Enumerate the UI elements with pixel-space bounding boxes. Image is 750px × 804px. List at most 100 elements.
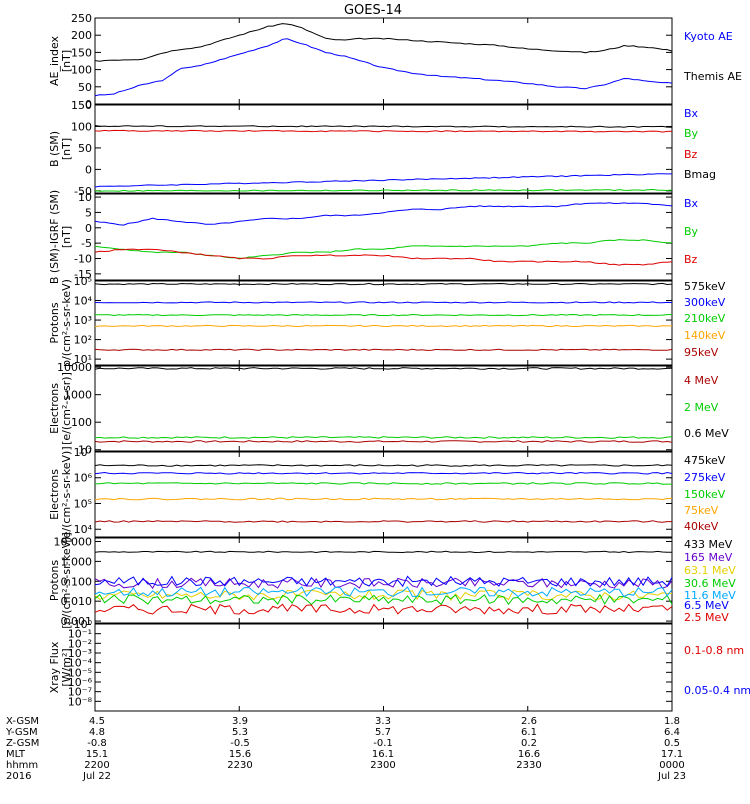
y-tick-label: 10⁻⁸ (68, 695, 93, 708)
x-axis-value: 17.1 (661, 749, 683, 760)
y-tick-label: -10 (74, 253, 92, 266)
x-axis-value: 4.8 (89, 727, 105, 738)
y-tick-label: 10000 (57, 361, 92, 374)
x-axis-value: 5.7 (375, 727, 391, 738)
y-tick-label: 10⁻⁵ (68, 666, 92, 679)
legend-entry: 40keV (684, 520, 719, 533)
panel-frame (94, 17, 673, 105)
x-axis-value: 0.2 (521, 738, 537, 749)
y-tick-label: 0 (85, 163, 92, 176)
y-axis-label-line: Protons (48, 302, 61, 343)
y-tick-label: 10.000 (54, 536, 93, 549)
y-axis-label-line: Electrons (48, 469, 61, 520)
x-axis-value: 15.6 (229, 749, 251, 760)
panel-bigrf: -15 -10 -5 0 5 10 B (SM)-IGRF (SM)[nT] Bx By Bz (48, 190, 699, 284)
series-line-bx (94, 173, 672, 188)
y-axis-label-line: [p/(cm²-s-sr-keV)] (60, 532, 73, 629)
y-tick-label: 10⁻⁴ (68, 657, 93, 670)
x-axis-value: 0000 (659, 760, 684, 771)
x-axis-value: -0.8 (87, 738, 107, 749)
series-line-275kev (94, 471, 673, 475)
x-axis-row-label: Z-GSM (6, 738, 39, 749)
x-axis-row-label: Y-GSM (5, 727, 38, 738)
panel-ae: 0 50 100 150 200 250 AE_index[nT] Kyoto AE Themi… (48, 12, 742, 111)
legend-entry: 4 MeV (684, 374, 719, 387)
legend-entry: Bx (684, 197, 699, 210)
y-tick-label: 250 (71, 12, 92, 25)
series-line-by (94, 188, 673, 192)
x-axis-value: 15.1 (86, 749, 108, 760)
legend-entry: 140keV (684, 329, 726, 342)
x-axis-value: -0.5 (230, 738, 250, 749)
y-tick-label: 5 (85, 206, 92, 219)
series-line-2-mev (94, 436, 673, 439)
y-axis-label-line: B (SM) (48, 131, 61, 167)
legend-entry: 475keV (684, 454, 726, 467)
legend-entry: Bmag (684, 168, 716, 181)
legend-entry: 75keV (684, 504, 719, 517)
y-tick-label: 200 (71, 29, 92, 42)
y-tick-label: 0.001 (61, 615, 93, 628)
y-axis-label-line: Xray Flux (48, 641, 61, 693)
legend-entry: By (684, 225, 699, 238)
y-tick-label: 10 (78, 191, 92, 204)
x-axis-value: 16.1 (372, 749, 394, 760)
panel-frame (94, 623, 673, 712)
panel-frame (94, 104, 673, 194)
y-tick-label: -5 (81, 237, 92, 250)
legend-entry: 300keV (684, 296, 726, 309)
y-axis-label-line: AE_index (48, 35, 61, 86)
x-axis-value: 0.5 (664, 738, 680, 749)
series-line-bmag (94, 125, 673, 128)
x-axis-value: 3.3 (375, 716, 391, 727)
legend-entry: 2 MeV (684, 401, 719, 414)
y-tick-label: -50 (74, 185, 92, 198)
y-tick-label: 10⁰ (74, 618, 93, 631)
legend-entry: 0.05-0.4 nm (684, 684, 750, 697)
y-tick-label: 10² (74, 334, 92, 347)
series-line-40kev (94, 520, 672, 523)
y-tick-label: 10 (78, 444, 92, 457)
x-axis-value: 2230 (227, 760, 252, 771)
series-line-6-5-mev (94, 575, 673, 588)
x-axis-value: 6.4 (664, 727, 680, 738)
y-tick-label: 1.000 (61, 555, 93, 568)
series-line-300kev (94, 301, 673, 304)
panel-frame (94, 365, 673, 452)
y-axis-label-line: p/(cm²-s-sr-keV) (60, 279, 73, 367)
series-line-165-mev (94, 577, 673, 590)
y-axis-label: Electrons[e/(cm²-s-sr-keV)] (48, 446, 73, 542)
legend-entry: Themis AE (683, 70, 742, 83)
legend-entry: By (684, 127, 699, 140)
x-axis-value: 2.6 (521, 716, 537, 727)
legend-entry: 210keV (684, 312, 726, 325)
series-line-210kev (94, 313, 673, 317)
legend-entry: Bz (684, 148, 698, 161)
y-axis-label-line: [W/m²] (60, 648, 73, 686)
y-tick-label: 0.010 (61, 595, 93, 608)
y-axis-label-line: [e/(cm²-s-sr-keV)] (60, 446, 73, 542)
y-axis-label-line: [e/(cm²-s-sr)] (60, 372, 73, 445)
x-axis-row-label: 2016 (6, 771, 31, 782)
legend-entry: Bz (684, 253, 698, 266)
x-axis-value: 6.1 (521, 727, 537, 738)
y-tick-label: 10⁻⁷ (68, 686, 92, 699)
legend-entry: 433 MeV (684, 538, 733, 551)
x-axis-value: Jul 22 (82, 771, 111, 782)
y-tick-label: 100 (71, 64, 92, 77)
series-line-75kev (94, 497, 673, 501)
y-tick-label: 10³ (74, 314, 92, 327)
y-tick-label: 50 (78, 81, 92, 94)
y-tick-label: 10⁷ (74, 446, 92, 459)
y-tick-label: 10⁻⁶ (68, 676, 93, 689)
x-axis-value: 16.6 (518, 749, 540, 760)
y-tick-label: 10⁻³ (68, 647, 92, 660)
x-axis-row-label: X-GSM (6, 716, 39, 727)
y-axis-label: B (SM)-IGRF (SM)[nT] (48, 190, 73, 284)
